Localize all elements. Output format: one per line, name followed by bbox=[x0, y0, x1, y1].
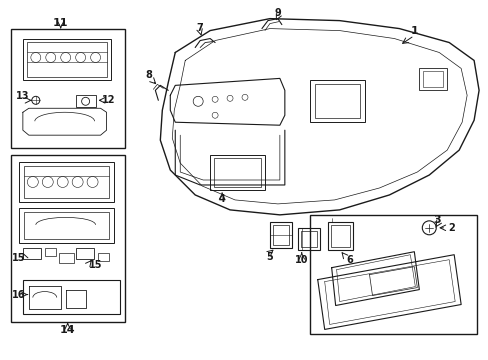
Bar bbox=[309, 80, 364, 122]
Bar bbox=[23, 248, 41, 259]
Bar bbox=[59, 253, 74, 263]
Text: 1: 1 bbox=[409, 26, 417, 36]
Text: 5: 5 bbox=[266, 252, 273, 262]
Bar bbox=[297, 228, 319, 250]
Bar bbox=[23, 280, 120, 315]
Bar bbox=[309, 215, 476, 334]
Bar bbox=[330, 225, 349, 247]
Text: 9: 9 bbox=[274, 8, 281, 18]
Text: 8: 8 bbox=[144, 71, 151, 80]
Bar bbox=[19, 162, 113, 202]
Bar bbox=[76, 248, 93, 259]
Text: 13: 13 bbox=[16, 91, 30, 101]
Bar bbox=[45, 248, 56, 256]
Bar bbox=[300, 231, 316, 247]
Bar bbox=[214, 158, 261, 187]
Text: 14: 14 bbox=[60, 325, 75, 336]
Text: 15: 15 bbox=[89, 260, 102, 270]
Bar bbox=[419, 68, 447, 90]
Text: 12: 12 bbox=[102, 95, 115, 105]
Bar bbox=[11, 155, 125, 323]
Text: 10: 10 bbox=[294, 255, 308, 265]
Text: 16: 16 bbox=[12, 289, 25, 300]
Bar bbox=[11, 28, 125, 148]
Bar bbox=[76, 95, 95, 107]
Bar bbox=[423, 71, 442, 87]
Bar bbox=[314, 84, 359, 118]
Bar bbox=[24, 212, 108, 239]
Text: 2: 2 bbox=[447, 223, 454, 233]
Text: 3: 3 bbox=[432, 215, 440, 225]
Text: 15: 15 bbox=[12, 253, 25, 263]
Text: 7: 7 bbox=[196, 23, 203, 33]
Bar bbox=[210, 155, 264, 190]
Bar bbox=[24, 166, 108, 198]
Bar bbox=[19, 208, 113, 243]
Text: 4: 4 bbox=[218, 194, 225, 204]
Bar bbox=[269, 222, 291, 248]
Text: 11: 11 bbox=[53, 18, 68, 28]
Bar bbox=[27, 41, 106, 77]
Bar bbox=[327, 222, 352, 250]
Bar bbox=[98, 253, 108, 261]
Bar bbox=[23, 39, 110, 80]
Text: 6: 6 bbox=[346, 255, 352, 265]
Bar bbox=[272, 225, 288, 245]
